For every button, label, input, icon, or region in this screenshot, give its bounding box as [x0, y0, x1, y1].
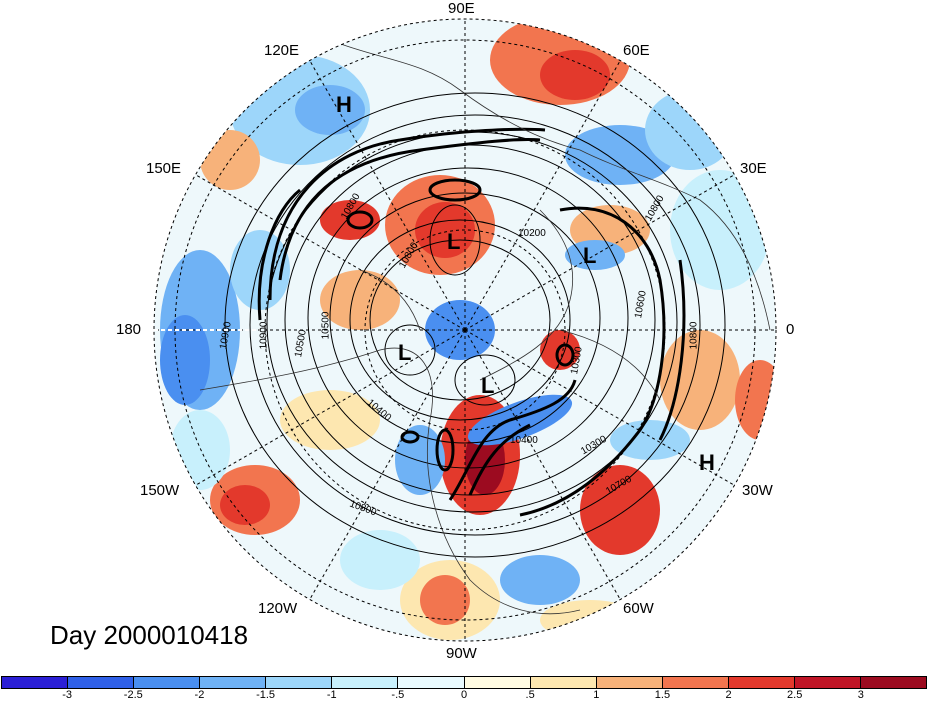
lon-label-180: 180 [116, 321, 142, 338]
colorbar-tick-label: -1 [326, 689, 337, 701]
colorbar [1, 676, 927, 689]
jet-stream-contours [257, 127, 686, 517]
height-contours [224, 92, 726, 558]
colorbar-swatch [134, 677, 201, 688]
high-pressure-marker: H [699, 450, 715, 475]
lon-label-60w: 60W [623, 600, 654, 617]
lon-label-120e: 120E [264, 42, 300, 59]
colorbar-tick-label: .5 [525, 689, 535, 701]
colorbar-tick-label: -1.5 [256, 689, 276, 701]
coastlines [199, 39, 771, 615]
high-pressure-marker: H [336, 92, 352, 117]
colorbar-tick-label: 2 [725, 689, 732, 701]
lon-label-30e: 30E [740, 160, 767, 177]
lon-label-90e: 90E [448, 0, 475, 17]
colorbar-tick-label: -.5 [391, 689, 405, 701]
colorbar-swatch [728, 677, 795, 688]
colorbar-swatch [530, 677, 597, 688]
colorbar-tick-label: 1.5 [654, 689, 671, 701]
colorbar-swatch [794, 677, 862, 688]
colorbar-swatch [662, 677, 729, 688]
colorbar-swatch [332, 677, 399, 688]
colorbar-tick-label: 3 [857, 689, 864, 701]
lon-label-90w: 90W [446, 645, 477, 662]
colorbar-swatch [398, 677, 465, 688]
low-pressure-marker: L [481, 373, 495, 398]
lon-label-150e: 150E [146, 160, 182, 177]
colorbar-tick-label: 2.5 [787, 689, 803, 701]
lon-label-60e: 60E [623, 42, 650, 59]
lon-label-120w: 120W [258, 600, 298, 617]
colorbar-tick-label: 1 [593, 689, 600, 701]
graticule [154, 19, 776, 641]
contour-value-label: 10200 [518, 228, 546, 239]
colorbar-tick-label: 0 [460, 689, 468, 701]
day-title: Day 2000010418 [50, 620, 249, 650]
colorbar-tick-label: -3 [62, 689, 73, 701]
contour-value-label: 10800 [688, 321, 700, 350]
colorbar-swatch [596, 677, 663, 688]
colorbar-swatch [2, 677, 69, 688]
low-pressure-marker: L [583, 243, 597, 268]
lon-label-150w: 150W [140, 482, 180, 499]
map-boundary [153, 18, 777, 642]
low-pressure-marker: L [398, 340, 412, 365]
colorbar-tick-label: -2 [194, 689, 205, 701]
contour-value-label: 10900 [258, 321, 270, 350]
colorbar-swatch [266, 677, 333, 688]
lon-label-30w: 30W [742, 482, 773, 499]
low-pressure-marker: L [447, 229, 461, 254]
contour-value-label: 10400 [510, 435, 538, 446]
lon-label-0: 0 [786, 321, 795, 338]
colorbar-swatch [200, 677, 267, 688]
contour-value-label: 10500 [320, 311, 332, 340]
colorbar-swatch [861, 677, 927, 688]
colorbar-tick-label: -2.5 [123, 689, 143, 701]
colorbar-swatch [68, 677, 135, 688]
colorbar-swatch [464, 677, 531, 688]
